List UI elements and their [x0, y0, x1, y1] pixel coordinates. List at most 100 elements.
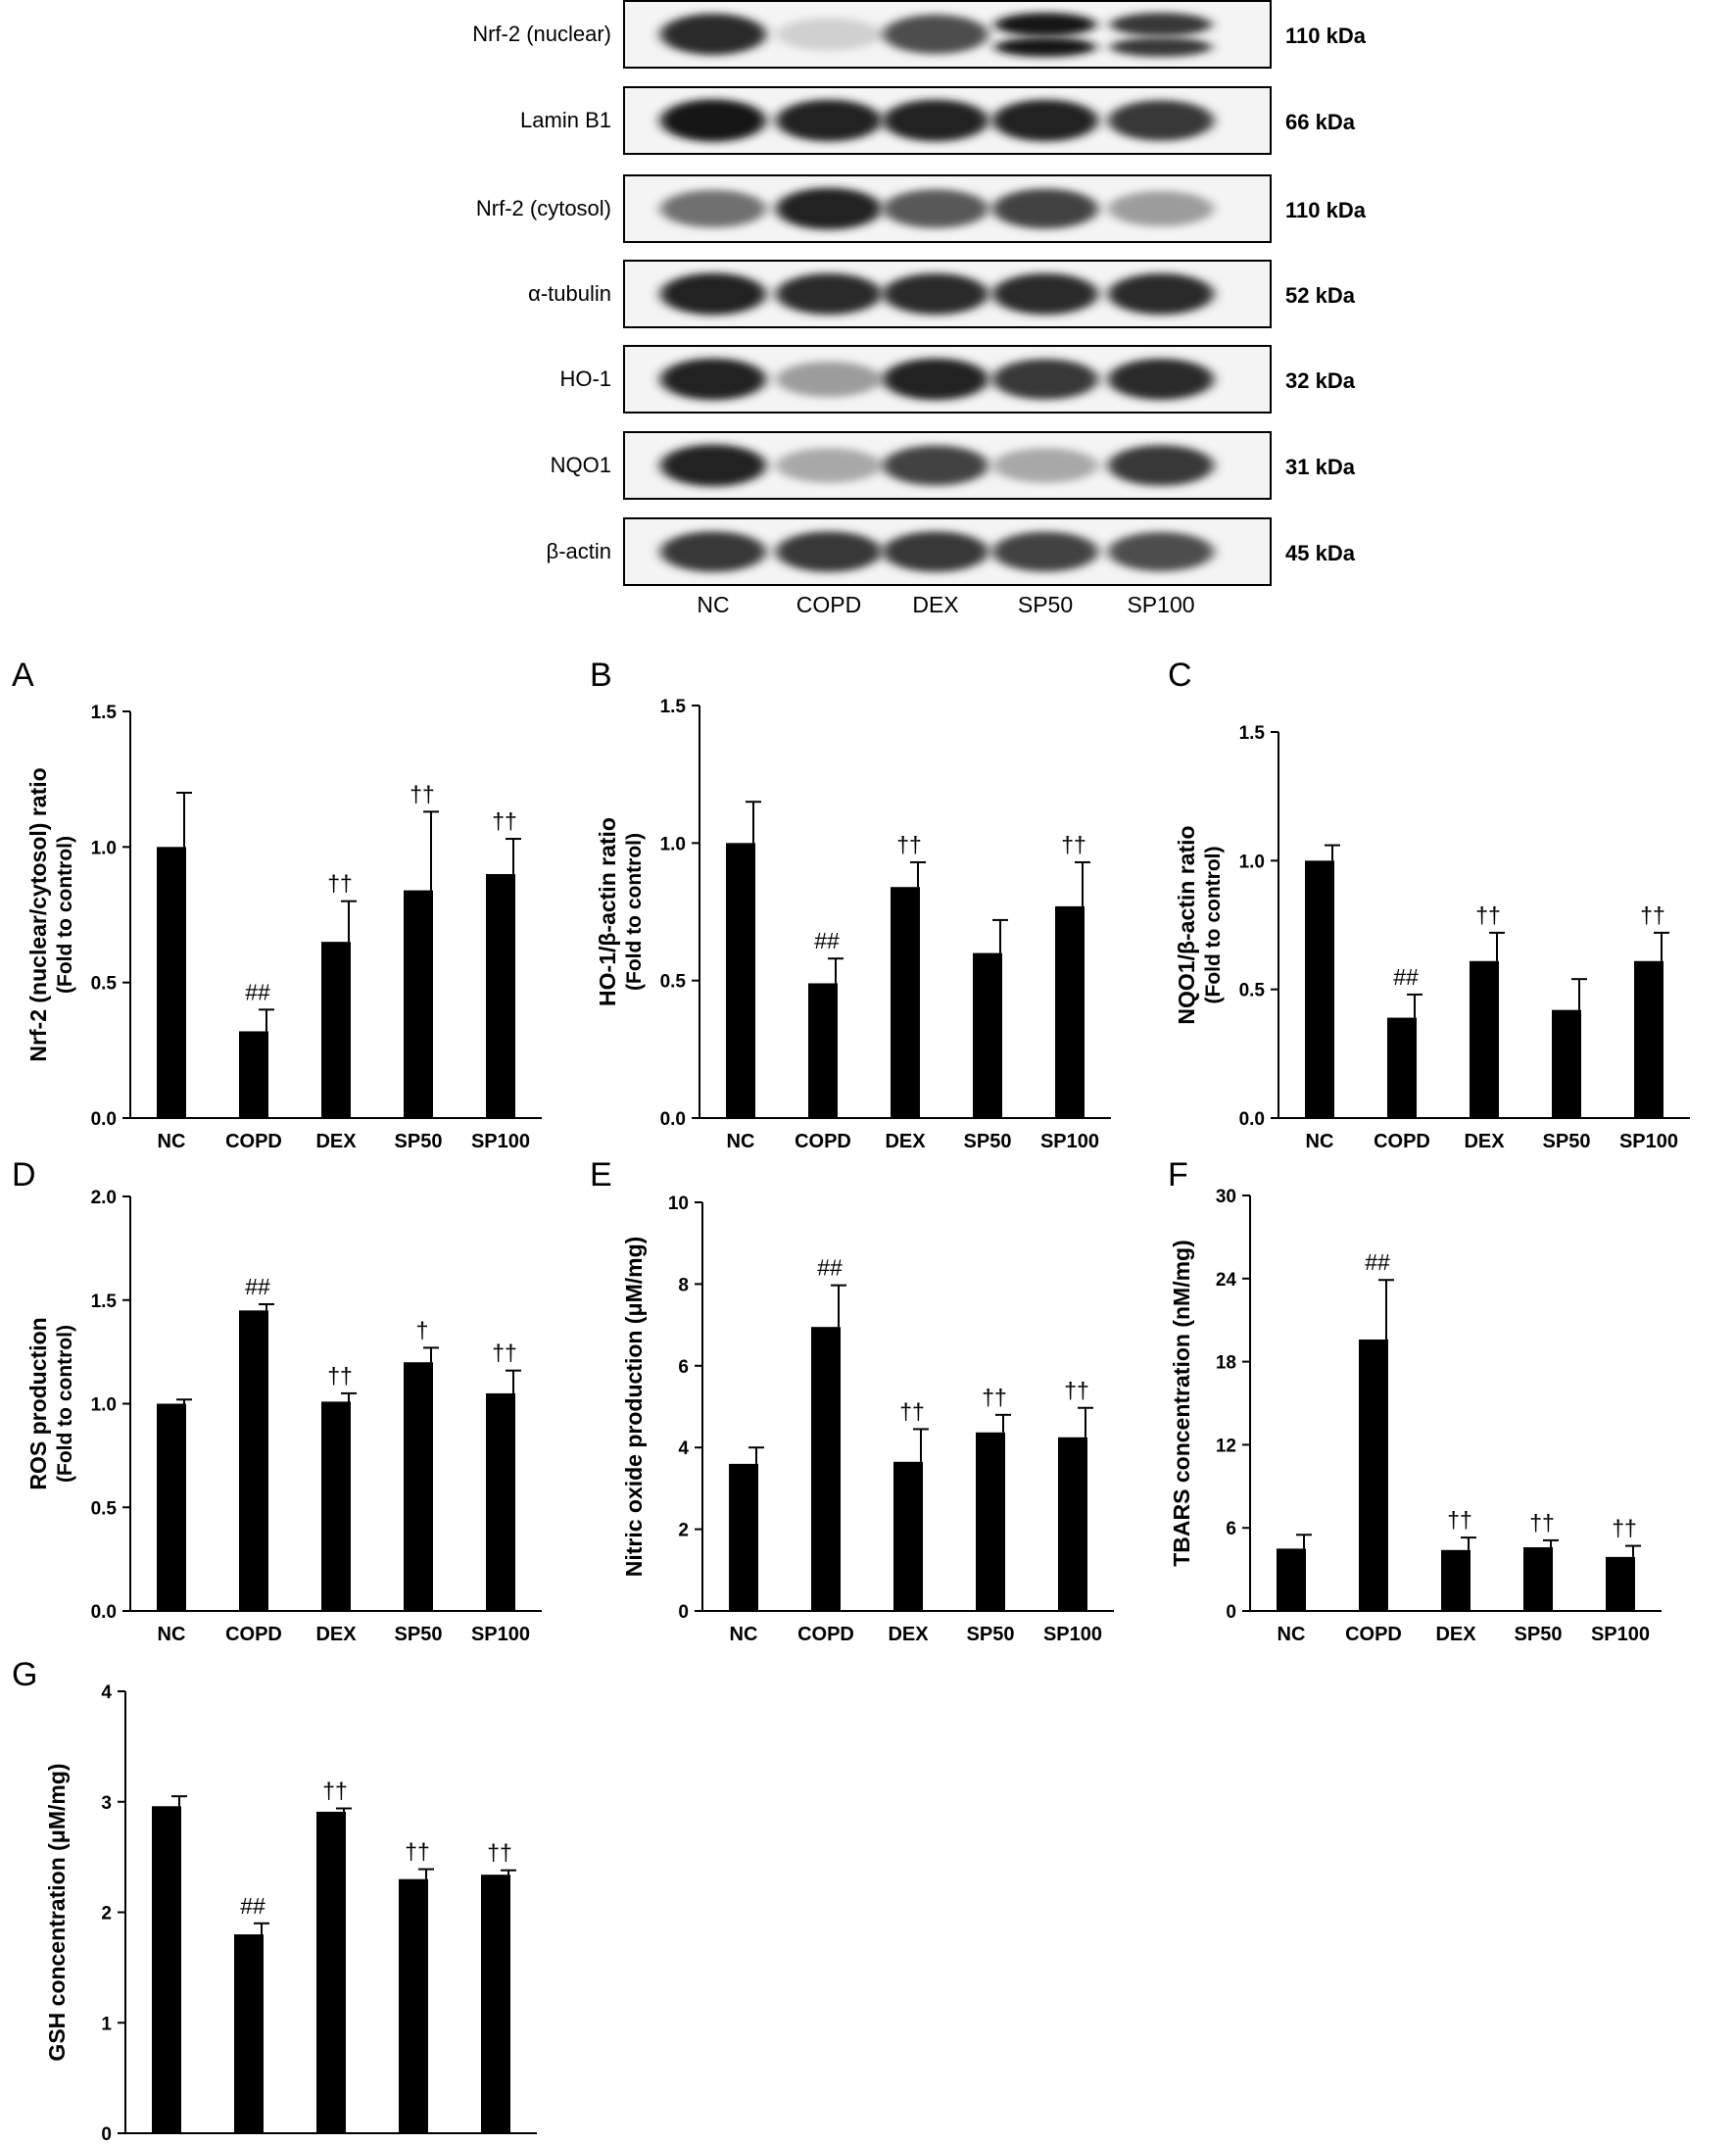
blot-band	[1110, 13, 1212, 36]
blot-lane-label: SP100	[1127, 592, 1195, 617]
blot-lane-label: COPD	[796, 592, 862, 617]
bar	[486, 874, 515, 1118]
y-axis-label: Nrf-2 (nuclear/cytosol) ratio	[25, 767, 51, 1061]
blot-band	[776, 99, 882, 142]
blot-band	[660, 358, 766, 401]
y-tick-label: 2	[678, 1521, 689, 1541]
y-tick-label: 18	[1216, 1353, 1236, 1374]
blot-band	[1108, 272, 1214, 316]
blot-row-5	[623, 431, 1272, 500]
blot-band	[776, 531, 882, 572]
x-tick-label: NC	[730, 1624, 758, 1645]
significance-marker: ##	[1365, 1249, 1390, 1275]
significance-marker: ††	[896, 832, 922, 857]
blot-band	[660, 99, 766, 142]
significance-marker: ††	[1640, 902, 1665, 928]
bar	[481, 1875, 510, 2133]
blot-band	[1108, 100, 1214, 141]
bar	[1305, 860, 1334, 1118]
panel-letter: B	[590, 657, 612, 694]
significance-marker: ##	[240, 1893, 265, 1919]
blot-kda-label: 32 kDa	[1285, 368, 1355, 393]
blot-band	[1108, 190, 1214, 227]
significance-marker: ††	[899, 1398, 925, 1424]
blot-row-0	[623, 0, 1272, 69]
blot-band	[776, 272, 882, 316]
x-tick-label: NC	[727, 1131, 755, 1152]
y-tick-label: 0.0	[660, 1109, 686, 1130]
bar	[157, 1403, 186, 1611]
panel-letter: G	[12, 1656, 37, 1693]
y-tick-label: 8	[678, 1275, 689, 1295]
x-tick-label: SP50	[967, 1624, 1015, 1645]
bar	[1552, 1009, 1581, 1118]
blot-band	[776, 448, 882, 483]
x-tick-label: COPD	[1345, 1624, 1402, 1645]
significance-marker: ††	[1447, 1507, 1472, 1533]
y-tick-label: 0.0	[91, 1109, 117, 1130]
y-tick-label: 1.5	[91, 703, 118, 723]
chart-panel-a: A 0.0 0.5 1.0 1.5 Nrf-2 (nuclear/cytosol) rat…	[12, 657, 542, 1152]
x-tick-label: DEX	[1435, 1624, 1476, 1645]
significance-marker: ††	[322, 1779, 348, 1804]
blot-band	[1108, 358, 1214, 401]
y-axis-label-secondary: (Fold to control)	[54, 836, 76, 994]
blot-band	[1108, 531, 1214, 572]
y-tick-label: 4	[678, 1438, 689, 1459]
significance-marker: ††	[1061, 832, 1086, 857]
y-tick-label: 12	[1216, 1436, 1236, 1456]
blot-kda-label: 110 kDa	[1285, 24, 1366, 48]
panel-letter: C	[1168, 657, 1192, 694]
x-tick-label: NC	[158, 1624, 186, 1645]
blot-protein-label: β-actin	[546, 539, 611, 563]
x-tick-label: NC	[1278, 1624, 1306, 1645]
y-tick-label: 0.0	[1239, 1109, 1265, 1130]
y-tick-label: 10	[668, 1194, 689, 1214]
blot-band	[660, 13, 766, 56]
chart-panel-d: D 0.0 0.5 1.0 1.5 2.0 ROS production (Fold to c…	[12, 1156, 542, 1645]
bar	[973, 952, 1002, 1118]
significance-marker: ††	[492, 1341, 517, 1366]
bar	[729, 1463, 758, 1611]
blot-band	[660, 444, 766, 487]
bar	[399, 1878, 428, 2133]
y-tick-label: 1.5	[91, 1292, 118, 1312]
bar	[1387, 1017, 1417, 1118]
x-tick-label: SP100	[471, 1131, 530, 1152]
significance-marker: ††	[327, 871, 353, 897]
blot-row-2	[623, 174, 1272, 243]
x-tick-label: SP50	[395, 1624, 443, 1645]
chart-panel-b: B 0.0 0.5 1.0 1.5 HO-1/β-actin ratio (Fold to …	[590, 657, 1111, 1152]
blot-protein-label: Nrf-2 (nuclear)	[472, 22, 611, 46]
y-tick-label: 0	[678, 1602, 689, 1623]
bar	[1277, 1548, 1306, 1611]
blot-band	[992, 448, 1098, 483]
bar	[316, 1811, 346, 2133]
bar	[321, 942, 351, 1118]
y-tick-label: 6	[678, 1357, 689, 1378]
bar	[1606, 1556, 1635, 1611]
bar	[893, 1461, 923, 1611]
x-tick-label: SP100	[1619, 1131, 1678, 1152]
blot-lane-label: SP50	[1017, 592, 1074, 617]
y-axis-label: ROS production	[25, 1317, 51, 1489]
bar	[234, 1934, 264, 2133]
bar	[239, 1031, 268, 1118]
blot-protein-label: Lamin B1	[520, 108, 611, 132]
significance-marker: ††	[492, 808, 517, 834]
blot-band	[776, 187, 882, 230]
y-tick-label: 0	[101, 2124, 112, 2145]
blot-band	[883, 99, 989, 142]
bar	[486, 1392, 515, 1611]
x-tick-label: COPD	[1374, 1131, 1430, 1152]
x-tick-label: SP100	[471, 1624, 530, 1645]
x-tick-label: DEX	[315, 1131, 357, 1152]
blot-protein-label: α-tubulin	[528, 281, 611, 306]
y-axis-label-secondary: (Fold to control)	[54, 1325, 76, 1483]
x-tick-label: SP100	[1040, 1131, 1099, 1152]
blot-kda-label: 66 kDa	[1285, 110, 1355, 134]
blot-kda-label: 45 kDa	[1285, 541, 1355, 565]
bar	[1634, 960, 1664, 1118]
y-tick-label: 1	[101, 2014, 112, 2034]
blot-band	[660, 189, 766, 228]
